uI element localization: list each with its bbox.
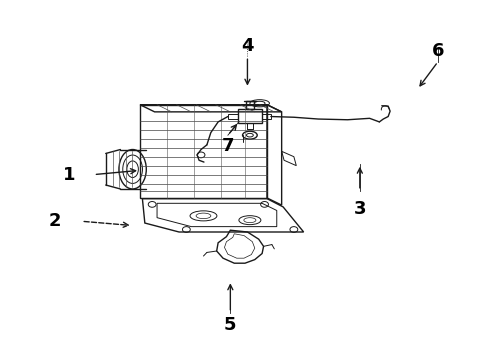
Bar <box>228 114 238 119</box>
Text: 7: 7 <box>221 137 234 155</box>
Text: 5: 5 <box>224 316 237 334</box>
Text: 3: 3 <box>354 200 366 218</box>
Text: 6: 6 <box>432 42 444 60</box>
Bar <box>262 114 271 119</box>
Bar <box>238 109 262 123</box>
Text: 2: 2 <box>48 212 61 230</box>
Text: 1: 1 <box>63 166 75 184</box>
Bar <box>246 101 254 109</box>
Text: 4: 4 <box>241 36 254 54</box>
